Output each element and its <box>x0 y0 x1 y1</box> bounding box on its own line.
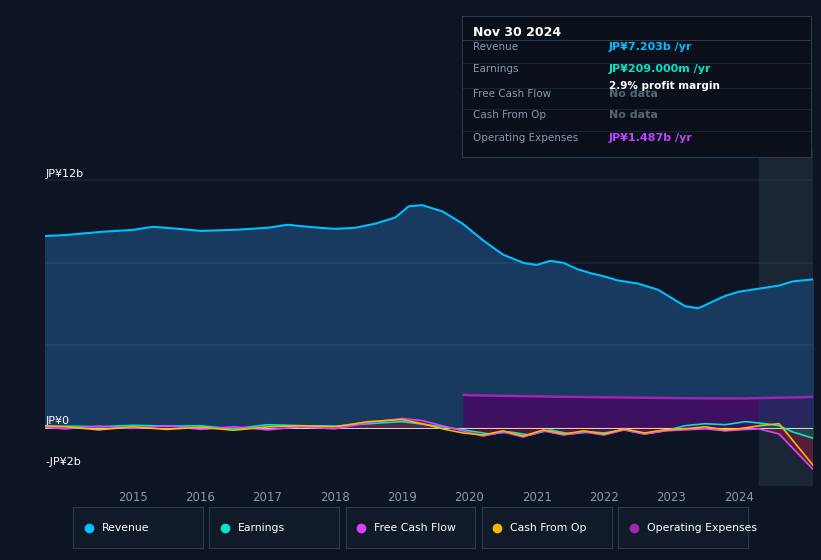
Text: JP¥12b: JP¥12b <box>46 169 84 179</box>
Text: Earnings: Earnings <box>238 522 285 533</box>
Text: No data: No data <box>609 110 658 120</box>
Text: Operating Expenses: Operating Expenses <box>473 133 578 143</box>
Text: 2.9% profit margin: 2.9% profit margin <box>609 81 720 91</box>
Text: Operating Expenses: Operating Expenses <box>647 522 757 533</box>
Text: Free Cash Flow: Free Cash Flow <box>473 89 551 99</box>
Text: No data: No data <box>609 89 658 99</box>
Text: Revenue: Revenue <box>473 43 518 53</box>
Text: Nov 30 2024: Nov 30 2024 <box>473 26 561 39</box>
Text: JP¥209.000m /yr: JP¥209.000m /yr <box>609 64 711 74</box>
Text: Cash From Op: Cash From Op <box>511 522 587 533</box>
Text: JP¥0: JP¥0 <box>46 416 70 426</box>
Text: -JP¥2b: -JP¥2b <box>46 458 81 468</box>
Text: JP¥1.487b /yr: JP¥1.487b /yr <box>609 133 693 143</box>
Text: JP¥7.203b /yr: JP¥7.203b /yr <box>609 43 692 53</box>
Text: Cash From Op: Cash From Op <box>473 110 546 120</box>
Bar <box>759 150 813 486</box>
Text: Revenue: Revenue <box>102 522 149 533</box>
Text: Earnings: Earnings <box>473 64 518 74</box>
Text: Free Cash Flow: Free Cash Flow <box>374 522 456 533</box>
